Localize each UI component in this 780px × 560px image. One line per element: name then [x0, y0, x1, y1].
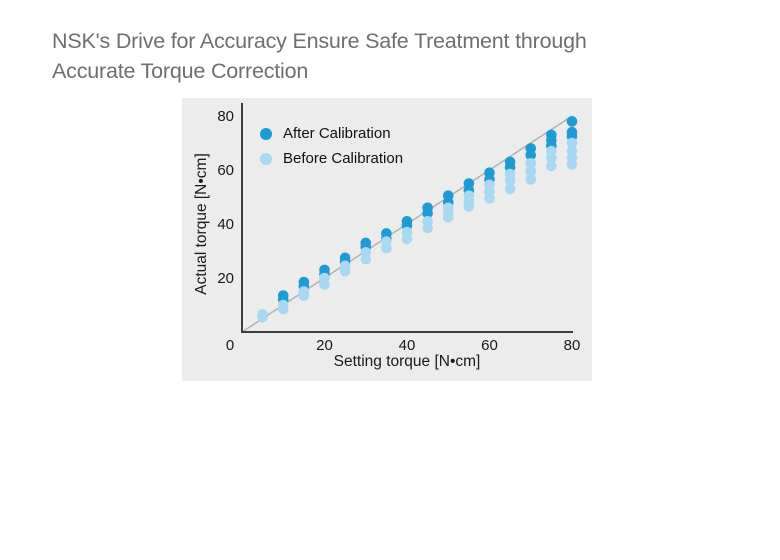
data-point-before: [463, 201, 475, 212]
data-point-before: [319, 279, 330, 291]
y-tick-label: 20: [217, 270, 234, 287]
data-point-before: [525, 174, 537, 185]
data-point-before: [422, 222, 433, 234]
y-tick-label: 60: [217, 162, 234, 179]
before-calibration-dot-icon: [260, 152, 272, 165]
y-axis-label: Actual torque [N•cm]: [193, 153, 210, 295]
y-tick-label: 80: [217, 108, 234, 125]
legend-label-before-calibration: Before Calibration: [283, 150, 404, 167]
data-point-before: [566, 137, 578, 149]
x-tick-label: 80: [564, 337, 581, 354]
data-point-before: [504, 175, 516, 187]
y-tick-label: 40: [217, 216, 234, 233]
data-point-before: [442, 211, 454, 223]
data-point-before: [360, 253, 372, 265]
data-point-after: [566, 116, 578, 127]
x-tick-label: 0: [226, 337, 234, 354]
data-point-before: [546, 152, 557, 164]
data-point-before: [257, 311, 268, 323]
legend-item-after-calibration: After Calibration: [260, 123, 403, 144]
x-tick-label: 40: [399, 337, 416, 354]
data-point-before: [381, 243, 392, 254]
torque-scatter-chart: 0 20 40 60 80 20 40 60 80: [217, 103, 581, 354]
x-axis-label: Setting torque [N•cm]: [333, 353, 481, 370]
data-point-before: [484, 193, 495, 204]
data-point-before: [525, 166, 537, 177]
data-point-before: [525, 157, 537, 169]
legend-label-after-calibration: After Calibration: [283, 125, 391, 142]
chart-legend: After Calibration Before Calibration: [260, 123, 403, 169]
data-point-before: [504, 183, 516, 195]
legend-item-before-calibration: Before Calibration: [260, 148, 403, 169]
torque-chart-panel: 0 20 40 60 80 20 40 60 80 After Calibration Befo…: [182, 98, 592, 381]
x-tick-label: 20: [316, 337, 333, 354]
data-point-after: [525, 149, 537, 161]
after-calibration-dot-icon: [260, 127, 272, 140]
x-tick-label: 60: [481, 337, 498, 354]
data-point-after: [422, 207, 433, 219]
data-point-before: [546, 160, 557, 172]
data-point-before: [277, 303, 289, 315]
data-point-before: [298, 290, 310, 301]
data-point-before: [339, 265, 351, 277]
page-title: NSK's Drive for Accuracy Ensure Safe Tre…: [52, 29, 587, 83]
data-point-before: [566, 159, 578, 170]
data-point-before: [401, 233, 413, 245]
